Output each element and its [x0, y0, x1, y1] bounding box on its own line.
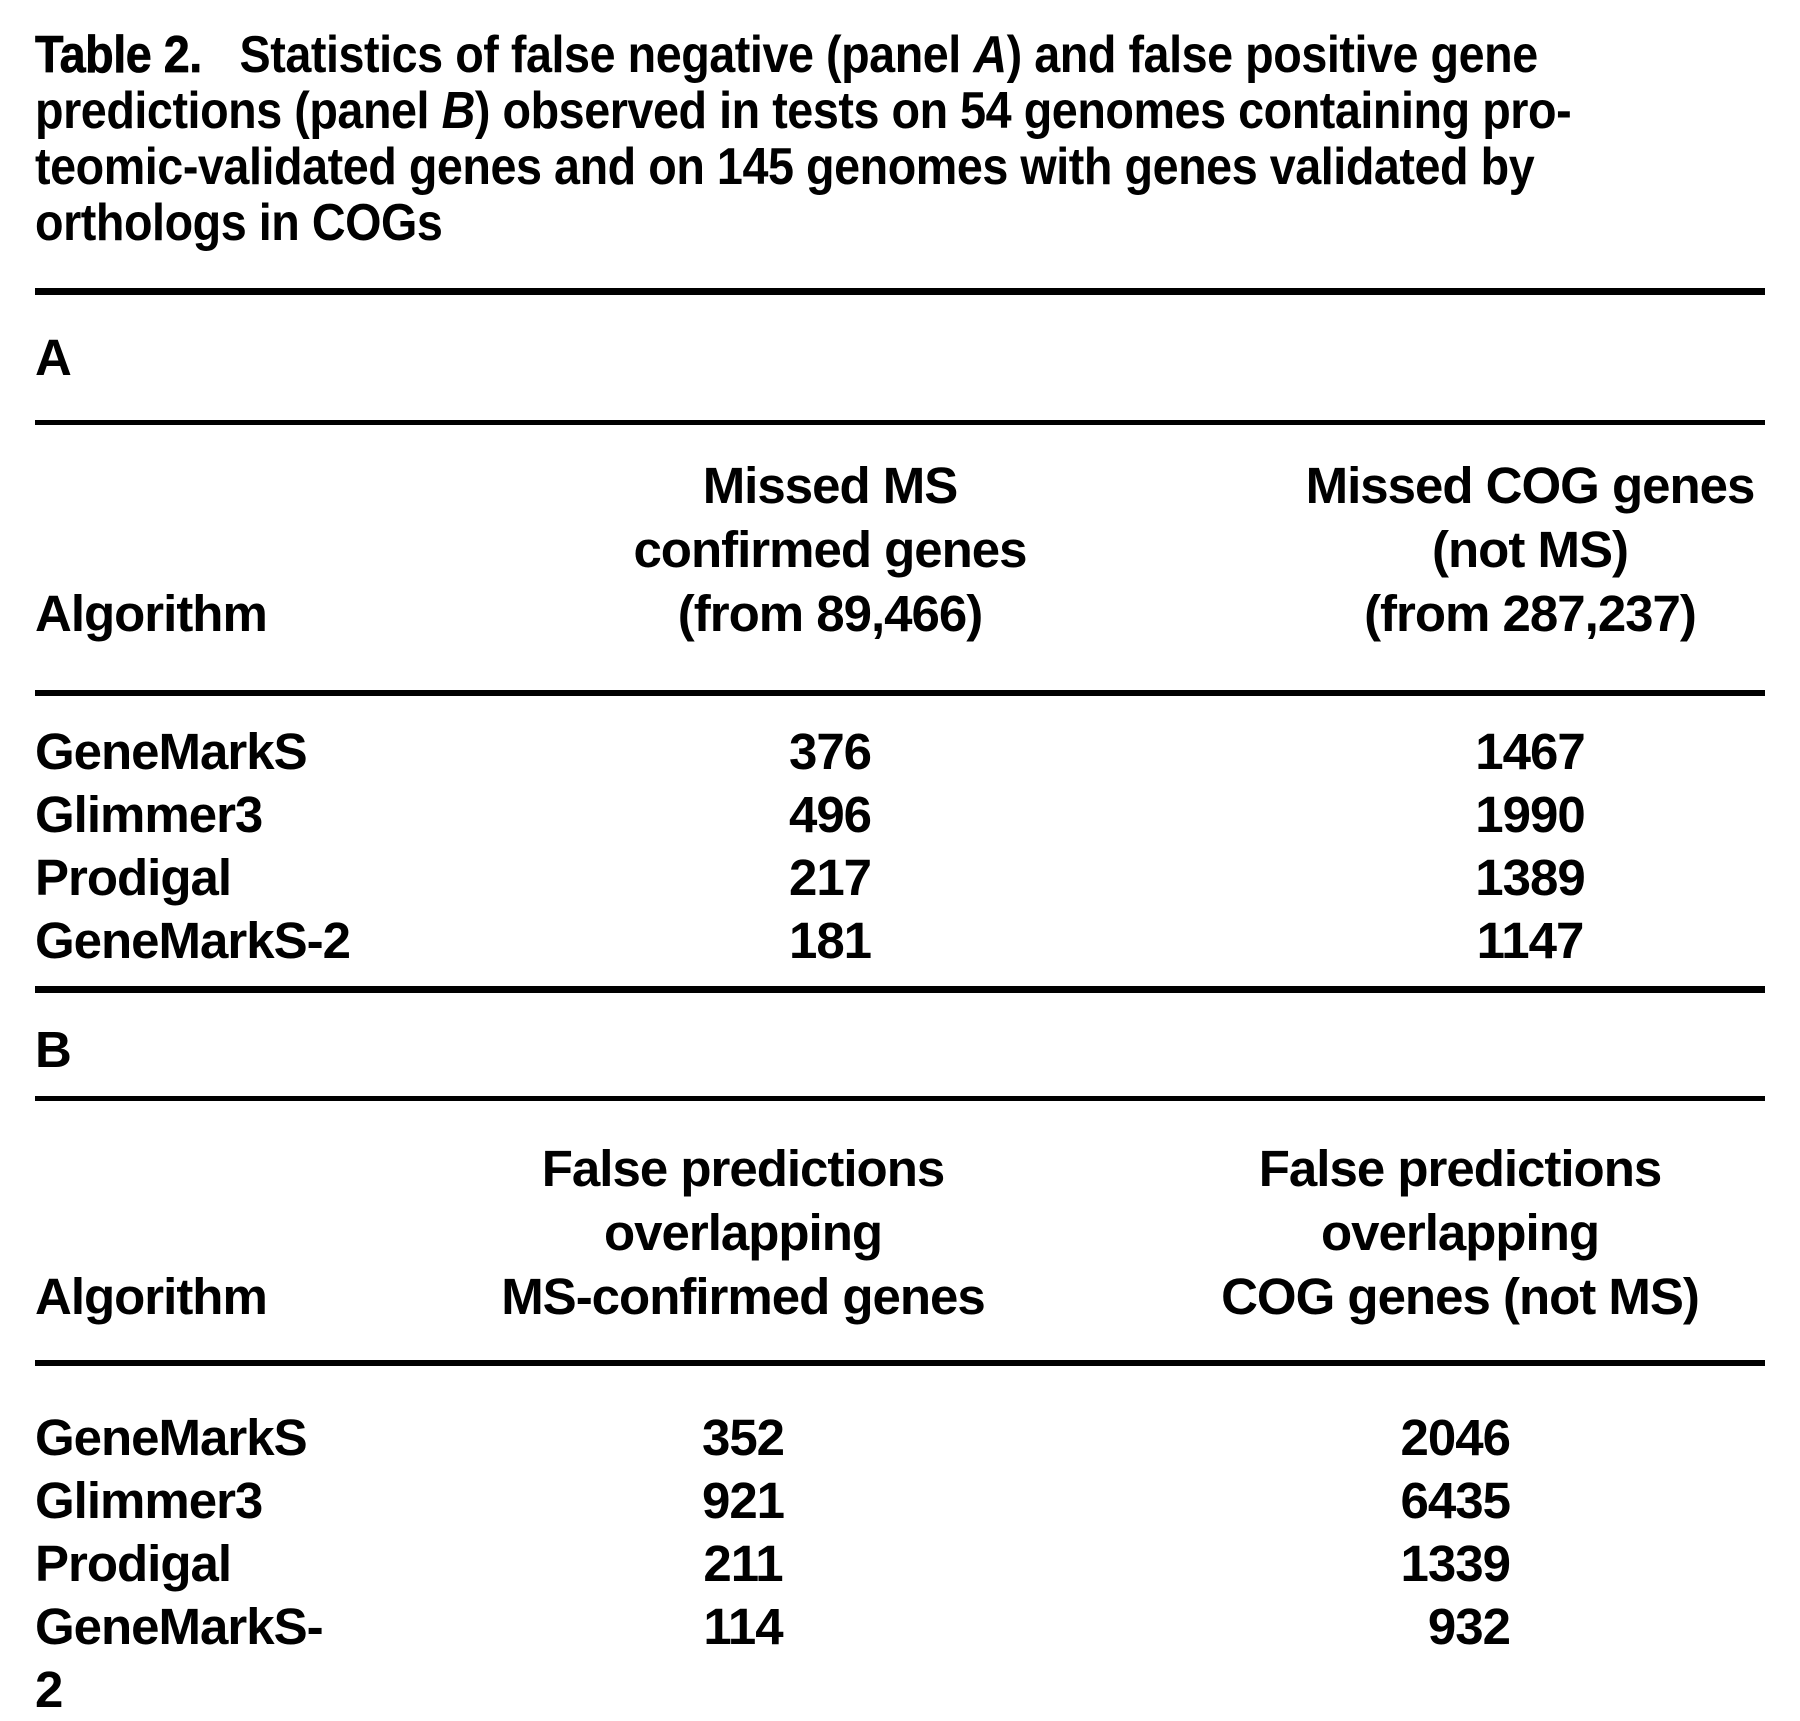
- false-cog-value: 1339: [1400, 1535, 1511, 1592]
- caption-line-2: predictions (panel B) observed in tests …: [35, 83, 1764, 139]
- horizontal-rule-top: [35, 288, 1765, 295]
- table-row: Glimmer3 496 1990: [35, 783, 1765, 846]
- caption-text: Statistics of false negative (panel: [239, 26, 974, 84]
- missed-cog-value: 1147: [1476, 912, 1585, 969]
- panel-b-ref: B: [441, 82, 476, 140]
- algorithm-cell: Prodigal: [35, 1535, 232, 1592]
- table-row: Glimmer3 921 6435: [35, 1469, 1765, 1532]
- caption-line-1: Table 2. Statistics of false negative (pa…: [35, 26, 1764, 84]
- panel-a-label: A: [35, 329, 72, 386]
- header-line: MS-confirmed genes: [501, 1268, 986, 1325]
- caption-text: predictions (panel: [35, 82, 442, 140]
- header-line: (from 287,237): [1364, 585, 1697, 642]
- caption-text: ) observed in tests on 54 genomes contai…: [474, 82, 1572, 140]
- horizontal-rule: [35, 1096, 1765, 1101]
- false-cog-value: 932: [1427, 1598, 1511, 1655]
- horizontal-rule: [35, 690, 1765, 696]
- header-line: overlapping: [603, 1204, 883, 1261]
- missed-ms-value: 217: [788, 849, 872, 906]
- table-row: Prodigal 217 1389: [35, 846, 1765, 909]
- panel-a-body: GeneMarkS 376 1467 Glimmer3 496 1990 Pro…: [35, 720, 1765, 972]
- false-ms-value: 352: [701, 1409, 785, 1466]
- header-line: False predictions: [1258, 1140, 1662, 1197]
- header-line: Missed COG genes: [1305, 457, 1756, 514]
- panel-b-label: B: [35, 1021, 72, 1078]
- header-line: (not MS): [1432, 521, 1629, 578]
- panel-a-ref: A: [973, 26, 1007, 84]
- algorithm-cell: GeneMarkS: [35, 723, 308, 780]
- header-line: (from 89,466): [677, 585, 983, 642]
- table-row: GeneMarkS 376 1467: [35, 720, 1765, 783]
- column-header-missed-ms: Missed MS confirmed genes (from 89,466): [365, 454, 1295, 646]
- missed-cog-value: 1467: [1475, 723, 1585, 780]
- header-line: overlapping: [1320, 1204, 1600, 1261]
- table-row: GeneMarkS 352 2046: [35, 1406, 1765, 1469]
- column-header-false-cog: False predictions overlapping COG genes …: [1155, 1137, 1765, 1329]
- algorithm-cell: Glimmer3: [35, 1472, 263, 1529]
- header-line: Missed MS: [702, 457, 959, 514]
- false-ms-value: 114: [703, 1598, 783, 1655]
- column-header-missed-cog: Missed COG genes (not MS) (from 287,237): [1295, 454, 1765, 646]
- horizontal-rule-panel-divider: [35, 986, 1765, 993]
- missed-ms-value: 496: [788, 786, 872, 843]
- caption-line-3: teomic-validated genes and on 145 genome…: [35, 138, 1535, 196]
- table-number-label: Table 2.: [35, 26, 203, 84]
- panel-b-body: GeneMarkS 352 2046 Glimmer3 921 6435 Pro…: [35, 1406, 1765, 1721]
- false-cog-value: 2046: [1400, 1409, 1511, 1466]
- algorithm-cell: Prodigal: [35, 849, 232, 906]
- missed-cog-value: 1389: [1475, 849, 1585, 906]
- missed-ms-value: 376: [788, 723, 872, 780]
- algorithm-cell: GeneMarkS: [35, 1409, 308, 1466]
- panel-a-header: Algorithm Missed MS confirmed genes (fro…: [35, 454, 1765, 646]
- table-row: GeneMarkS-2 181 1147: [35, 909, 1765, 972]
- false-ms-value: 921: [701, 1472, 785, 1529]
- caption-line-4: orthologs in COGs: [35, 194, 443, 252]
- header-line: COG genes (not MS): [1221, 1268, 1700, 1325]
- column-header-false-ms: False predictions overlapping MS-confirm…: [331, 1137, 1155, 1329]
- algorithm-cell: Glimmer3: [35, 786, 263, 843]
- missed-ms-value: 181: [788, 912, 872, 969]
- header-line: False predictions: [541, 1140, 945, 1197]
- false-ms-value: 211: [703, 1535, 783, 1592]
- missed-cog-value: 1990: [1475, 786, 1585, 843]
- column-header-algorithm: Algorithm: [35, 1268, 268, 1325]
- table-row: GeneMarkS-2 114 932: [35, 1595, 1765, 1721]
- column-header-algorithm: Algorithm: [35, 585, 268, 642]
- header-row: Algorithm Missed MS confirmed genes (fro…: [35, 454, 1765, 646]
- false-cog-value: 6435: [1400, 1472, 1511, 1529]
- table-caption: Table 2. Statistics of false negative (pa…: [35, 27, 1764, 251]
- panel-b-header: Algorithm False predictions overlapping …: [35, 1137, 1765, 1329]
- horizontal-rule: [35, 1360, 1765, 1366]
- caption-text: ) and false positive gene: [1006, 26, 1539, 84]
- algorithm-cell: GeneMarkS-2: [35, 912, 351, 969]
- horizontal-rule: [35, 420, 1765, 425]
- table-row: Prodigal 211 1339: [35, 1532, 1765, 1595]
- header-line: confirmed genes: [633, 521, 1027, 578]
- header-row: Algorithm False predictions overlapping …: [35, 1137, 1765, 1329]
- algorithm-cell: GeneMarkS-2: [35, 1598, 324, 1718]
